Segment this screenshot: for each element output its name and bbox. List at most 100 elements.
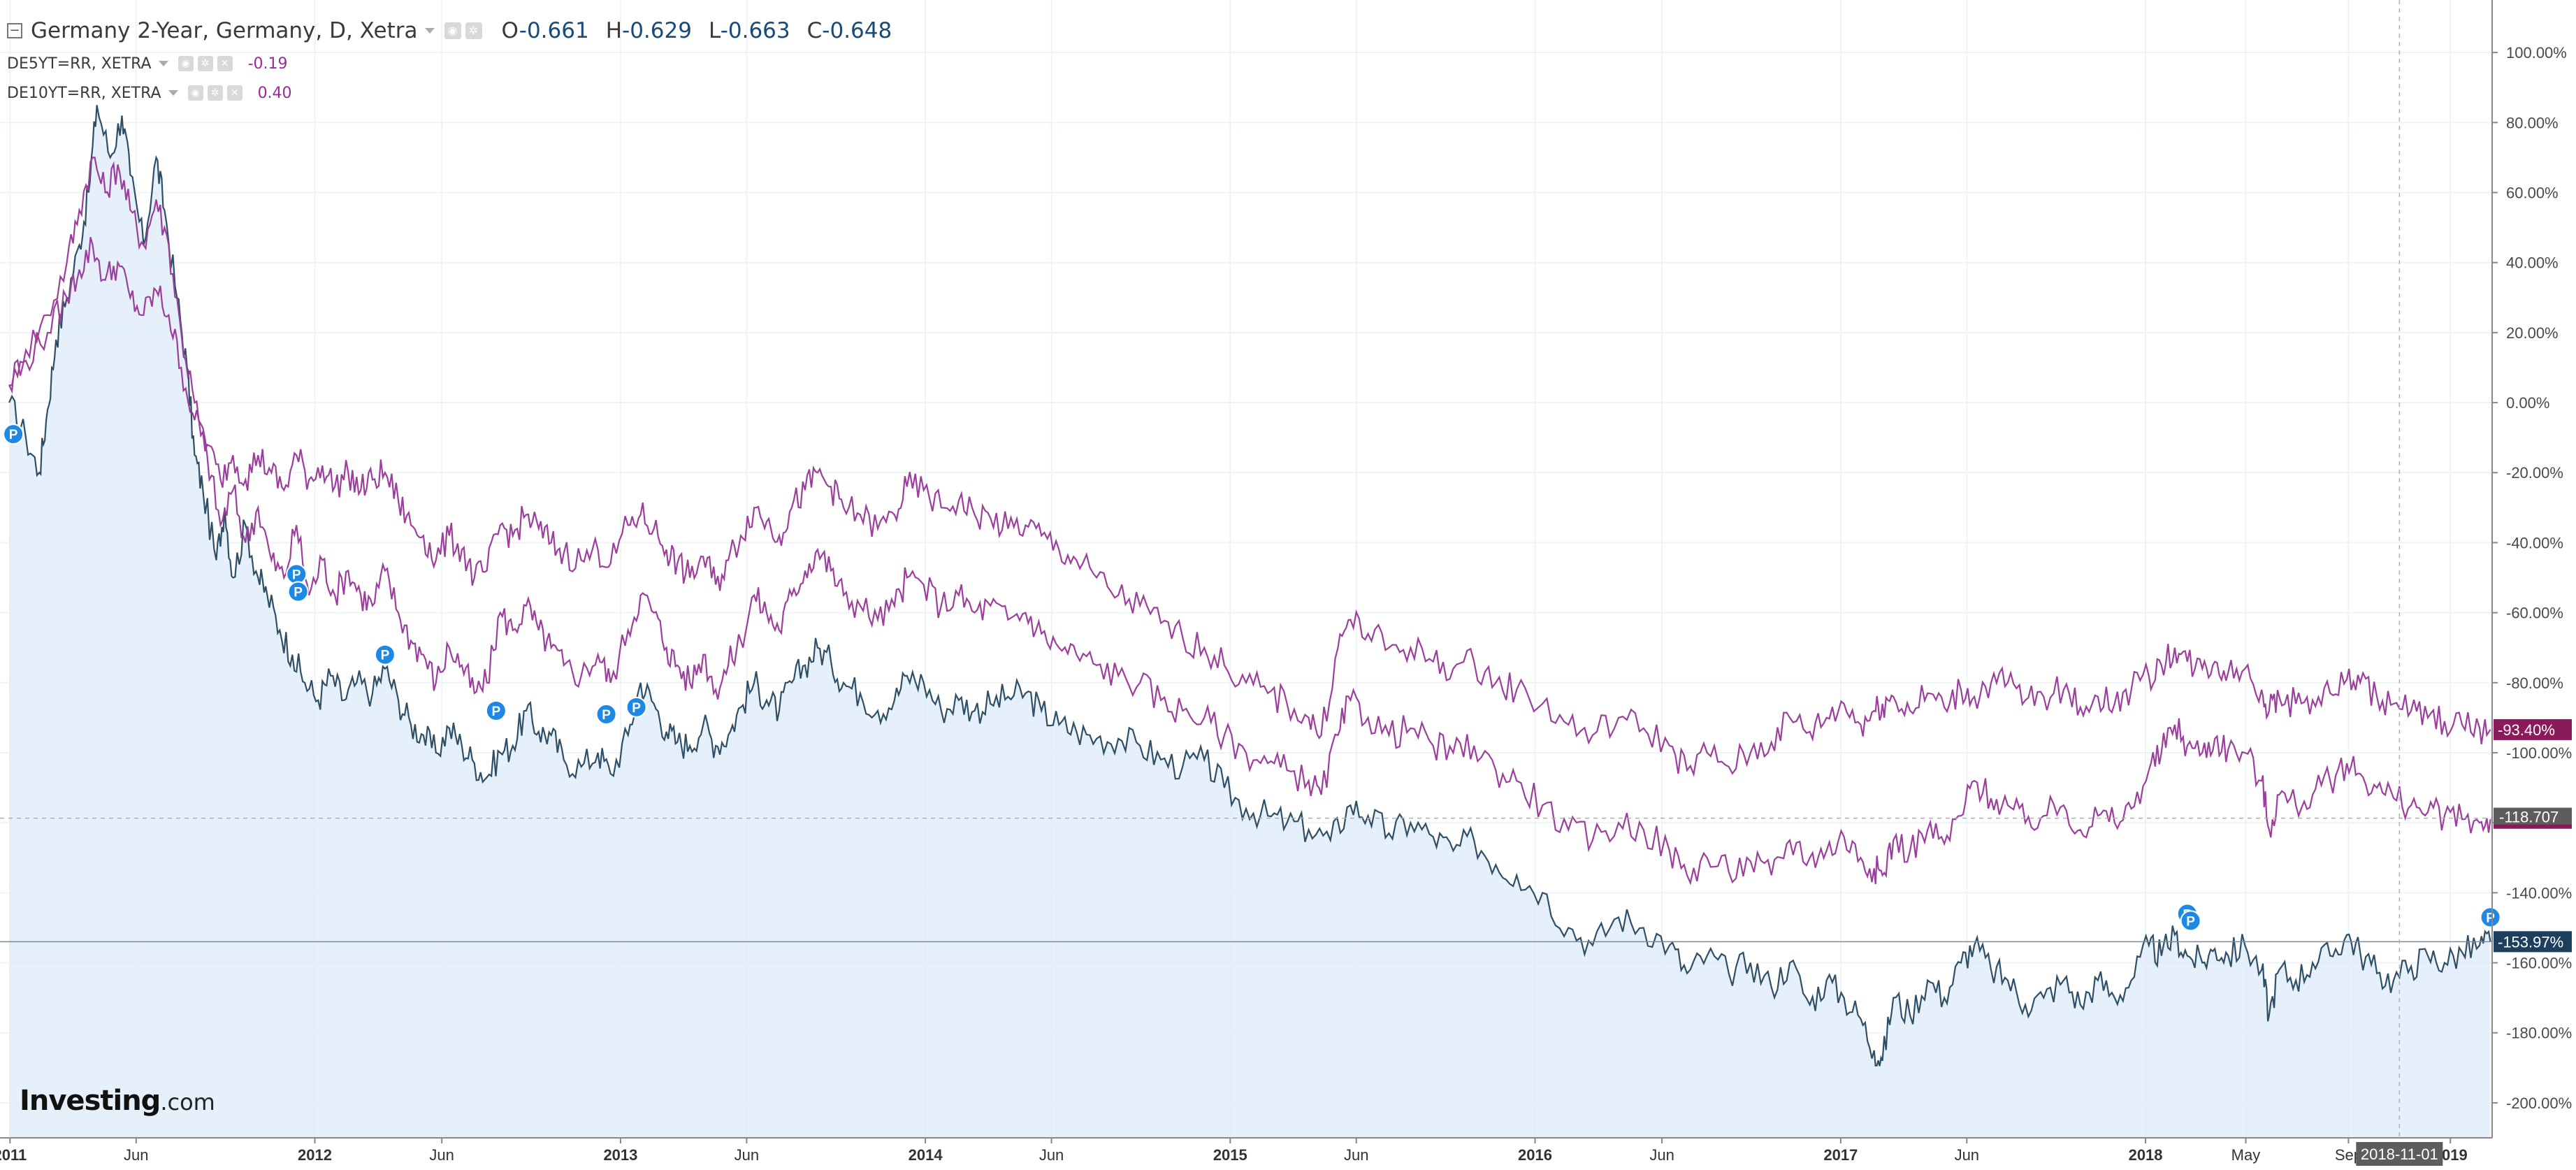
y-tick-label: -200.00% bbox=[2506, 1095, 2572, 1112]
compare-label-de10y[interactable]: DE10YT=RR, XETRA bbox=[7, 84, 161, 102]
event-marker-circle bbox=[625, 696, 647, 718]
x-tick-label: 2015 bbox=[1213, 1146, 1247, 1164]
x-tick-label: Jun bbox=[1955, 1146, 1979, 1164]
event-markers: PPPPPPPPPP bbox=[3, 424, 2501, 932]
x-axis[interactable]: 2011 Jun 2012 Jun 2013 Jun 2014 Jun 2015 Jun 2016 J… bbox=[0, 1137, 2492, 1166]
y-tick-label: -180.00% bbox=[2506, 1025, 2572, 1042]
main-series-legend[interactable]: − Germany 2-Year, Germany, D, Xetra ◉ ✲ … bbox=[7, 13, 892, 49]
chevron-down-icon[interactable] bbox=[168, 90, 178, 96]
y-tick-label: 40.00% bbox=[2506, 254, 2559, 272]
last-value-badge-de10y: -93.40% bbox=[2494, 718, 2572, 740]
event-marker-letter: P bbox=[632, 701, 641, 716]
event-marker-circle bbox=[485, 700, 507, 721]
event-marker-letter: P bbox=[602, 708, 611, 723]
x-tick-label: 2018 bbox=[2129, 1146, 2163, 1164]
logo-brand: Investing bbox=[20, 1085, 161, 1117]
event-marker[interactable]: P bbox=[286, 563, 307, 585]
y-tick-label: -80.00% bbox=[2506, 674, 2563, 692]
last-value-badge-de10y-label: -93.40% bbox=[2498, 721, 2555, 739]
last-value-badge-de10y-bg bbox=[2494, 718, 2572, 740]
y-axis[interactable]: 100.00% 80.00% 60.00% 40.00% 20.00% 0.00% -20.… bbox=[2491, 0, 2572, 1138]
series-area-fill-0 bbox=[9, 105, 2491, 1138]
series-layer bbox=[8, 105, 2491, 1138]
compare-legend-de10y[interactable]: DE10YT=RR, XETRA ◉ ✲ ✕ 0.40 bbox=[7, 78, 892, 108]
eye-icon[interactable]: ◉ bbox=[444, 22, 461, 39]
crosshair-x-badge-label: 2018-11-01 bbox=[2361, 1146, 2438, 1163]
chevron-down-icon[interactable] bbox=[158, 61, 168, 66]
event-marker[interactable]: P bbox=[3, 424, 24, 445]
symbol-title[interactable]: Germany 2-Year, Germany, D, Xetra bbox=[31, 18, 418, 43]
overlay-layer bbox=[0, 0, 2492, 1138]
x-tick-label: Jun bbox=[1344, 1146, 1368, 1164]
last-value-badge-main-label: -153.97% bbox=[2498, 933, 2563, 951]
y-tick-label: 60.00% bbox=[2506, 185, 2559, 202]
x-tick-label: 2011 bbox=[0, 1146, 27, 1164]
event-marker-letter: P bbox=[294, 586, 303, 600]
y-tick-label: -140.00% bbox=[2506, 884, 2572, 902]
last-value-badge-main: -153.97% bbox=[2494, 931, 2572, 953]
eye-icon[interactable]: ◉ bbox=[178, 56, 194, 71]
event-marker-letter: P bbox=[9, 428, 18, 442]
event-marker[interactable]: P bbox=[2480, 907, 2501, 928]
event-marker[interactable]: P bbox=[595, 703, 617, 725]
ohlc-high: H-0.629 bbox=[605, 18, 692, 43]
compare-value-de5y: -0.19 bbox=[247, 55, 288, 73]
x-tick-label: 2014 bbox=[909, 1146, 943, 1164]
event-marker-circle bbox=[2180, 910, 2201, 932]
close-icon[interactable]: ✕ bbox=[217, 56, 233, 71]
y-tick-label: -40.00% bbox=[2506, 534, 2563, 551]
gear-icon[interactable]: ✲ bbox=[207, 85, 223, 101]
y-tick-label: 0.00% bbox=[2506, 394, 2549, 412]
crosshair-y-badge: -118.707 bbox=[2494, 807, 2572, 829]
series-line-2[interactable] bbox=[8, 237, 2491, 777]
event-marker-circle bbox=[374, 644, 396, 665]
y-tick-label: 80.00% bbox=[2506, 114, 2559, 131]
ohlc-low: L-0.663 bbox=[708, 18, 790, 43]
event-marker-circle bbox=[595, 703, 617, 725]
x-tick-label: Jun bbox=[429, 1146, 454, 1164]
investing-logo: Investing.com bbox=[20, 1085, 215, 1117]
event-marker[interactable]: P bbox=[625, 696, 647, 718]
x-tick-label: Jun bbox=[735, 1146, 759, 1164]
eye-icon[interactable]: ◉ bbox=[187, 85, 203, 101]
event-marker-letter: P bbox=[2186, 914, 2195, 929]
y-tick-label: -100.00% bbox=[2506, 744, 2572, 762]
crosshair-y-badge-label: -118.707 bbox=[2499, 809, 2559, 826]
event-marker-letter: P bbox=[292, 568, 301, 583]
x-tick-label: 2012 bbox=[298, 1146, 332, 1164]
crosshair-y-badge-accent bbox=[2494, 824, 2572, 829]
crosshair-x-badge: 2018-11-01 bbox=[2356, 1142, 2443, 1166]
compare-label-de5y[interactable]: DE5YT=RR, XETRA bbox=[7, 55, 152, 73]
close-icon[interactable]: ✕ bbox=[226, 85, 243, 101]
collapse-icon[interactable]: − bbox=[7, 23, 22, 38]
y-tick-label: -60.00% bbox=[2506, 605, 2563, 622]
y-tick-label: -160.00% bbox=[2506, 955, 2572, 972]
x-tick-label: 2017 bbox=[1823, 1146, 1858, 1164]
y-tick-label: -20.00% bbox=[2506, 464, 2563, 482]
gear-icon[interactable]: ✲ bbox=[197, 56, 213, 71]
x-tick-label: May bbox=[2231, 1146, 2261, 1164]
event-marker-letter: P bbox=[381, 649, 390, 663]
series-line-0[interactable] bbox=[8, 105, 2491, 1067]
event-marker[interactable]: P bbox=[485, 700, 507, 721]
compare-legend-de5y[interactable]: DE5YT=RR, XETRA ◉ ✲ ✕ -0.19 bbox=[7, 49, 892, 78]
x-tick-label: Jun bbox=[1039, 1146, 1064, 1164]
event-marker-circle bbox=[2480, 907, 2501, 928]
ohlc-values: O-0.661 H-0.629 L-0.663 C-0.648 bbox=[502, 18, 892, 43]
legend: − Germany 2-Year, Germany, D, Xetra ◉ ✲ … bbox=[7, 13, 892, 108]
crosshair-x-badge-bg bbox=[2356, 1142, 2443, 1166]
event-marker[interactable]: P bbox=[374, 644, 396, 665]
chevron-down-icon[interactable] bbox=[424, 28, 435, 34]
event-marker[interactable]: P bbox=[2180, 910, 2201, 932]
event-marker-letter: P bbox=[2486, 911, 2495, 925]
x-tick-label: 2016 bbox=[1518, 1146, 1552, 1164]
event-marker[interactable]: P bbox=[287, 581, 309, 602]
ohlc-close: C-0.648 bbox=[806, 18, 892, 43]
series-line-1[interactable] bbox=[8, 157, 2491, 886]
last-value-badge-main-bg bbox=[2494, 931, 2572, 953]
event-marker-circle bbox=[3, 424, 24, 445]
event-marker-letter: P bbox=[492, 705, 501, 719]
gear-icon[interactable]: ✲ bbox=[465, 22, 482, 39]
x-tick-label: Jun bbox=[1649, 1146, 1674, 1164]
